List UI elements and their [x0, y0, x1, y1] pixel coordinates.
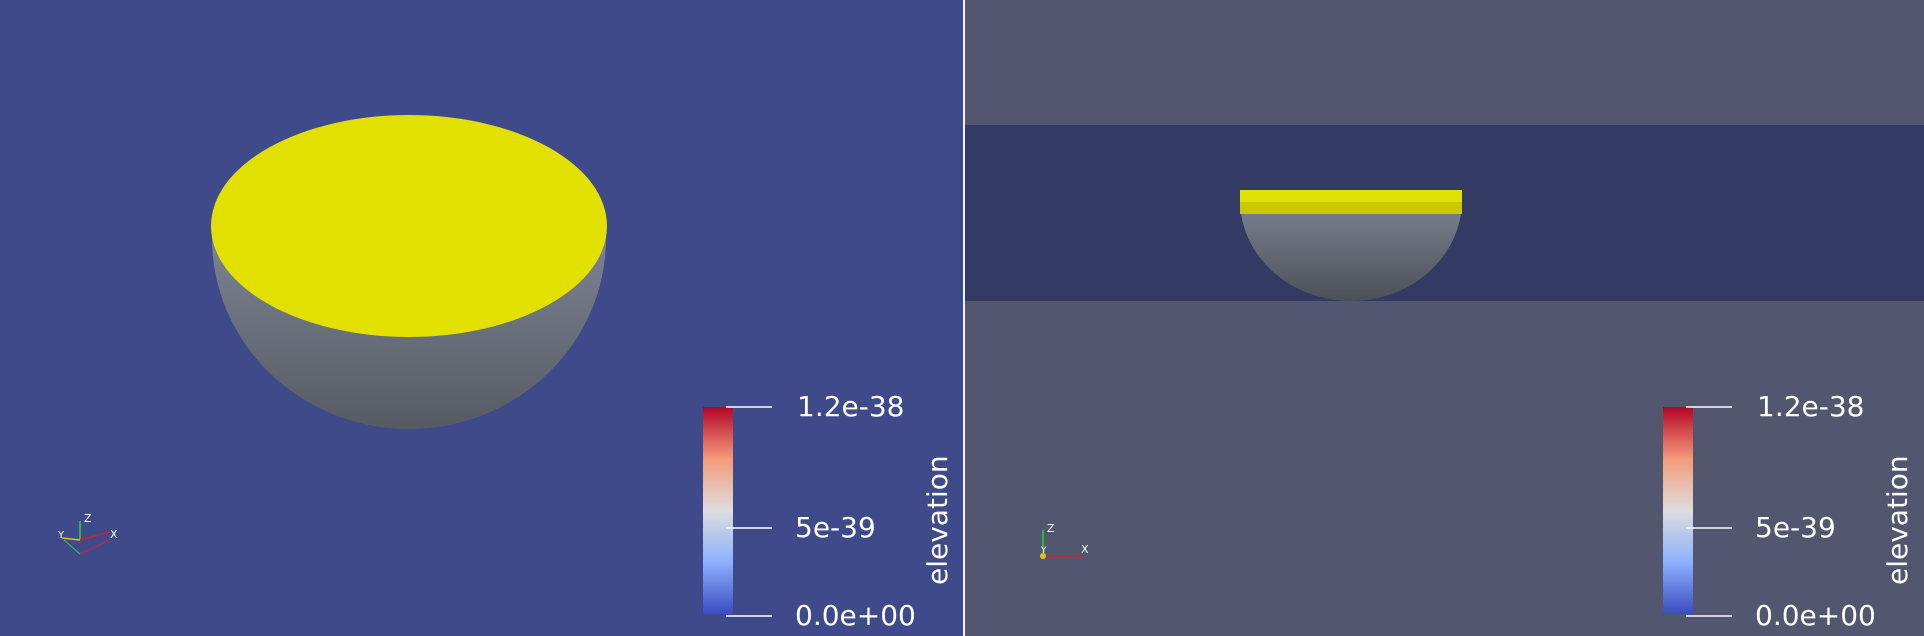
- axis-label-z: Z: [84, 512, 92, 525]
- colorbar-right: 1.2e-38 5e-39 0.0e+00 elevation: [1663, 395, 1914, 632]
- colorbar-tick-mid-right: 5e-39: [1755, 511, 1836, 544]
- left-scene: Z X Y: [57, 115, 607, 555]
- colorbar-title: elevation: [921, 455, 954, 585]
- hemisphere-bowl-side: [1240, 200, 1462, 301]
- colorbar-left: 1.2e-38 5e-39 0.0e+00 elevation: [703, 395, 954, 632]
- right-side-view[interactable]: Z X Y 1.2e-38 5e-39 0.0e+00: [965, 0, 1924, 636]
- colorbar-title-right: elevation: [1881, 455, 1914, 585]
- orientation-axes: Z X Y: [57, 512, 118, 555]
- axis-label-y-right: Y: [1040, 546, 1047, 556]
- view-splitter[interactable]: [963, 0, 965, 636]
- axis-label-y: Y: [57, 530, 65, 541]
- axis-label-x: X: [110, 528, 118, 541]
- orientation-axes-right: Z X Y: [1040, 522, 1089, 559]
- cut-surface-top: [211, 115, 607, 337]
- left-3d-view[interactable]: Z X Y 1.2e-38 5e-39 0.0e+00: [0, 0, 963, 636]
- axis-label-z-right: Z: [1047, 522, 1055, 535]
- axis-label-x-right: X: [1081, 543, 1089, 556]
- right-scene: Z X Y: [1040, 190, 1462, 559]
- cut-surface-side-shadow: [1240, 202, 1462, 214]
- colorbar-tick-mid: 5e-39: [795, 511, 876, 544]
- colorbar-tick-min-right: 0.0e+00: [1755, 599, 1876, 632]
- colorbar-gradient-right: [1663, 407, 1693, 614]
- colorbar-gradient: [703, 407, 733, 614]
- colorbar-tick-max-right: 1.2e-38: [1757, 395, 1865, 423]
- colorbar-right-placeholder: [1352, 395, 1622, 636]
- colorbar-tick-max: 1.2e-38: [797, 395, 905, 423]
- colorbar-tick-min: 0.0e+00: [795, 599, 916, 632]
